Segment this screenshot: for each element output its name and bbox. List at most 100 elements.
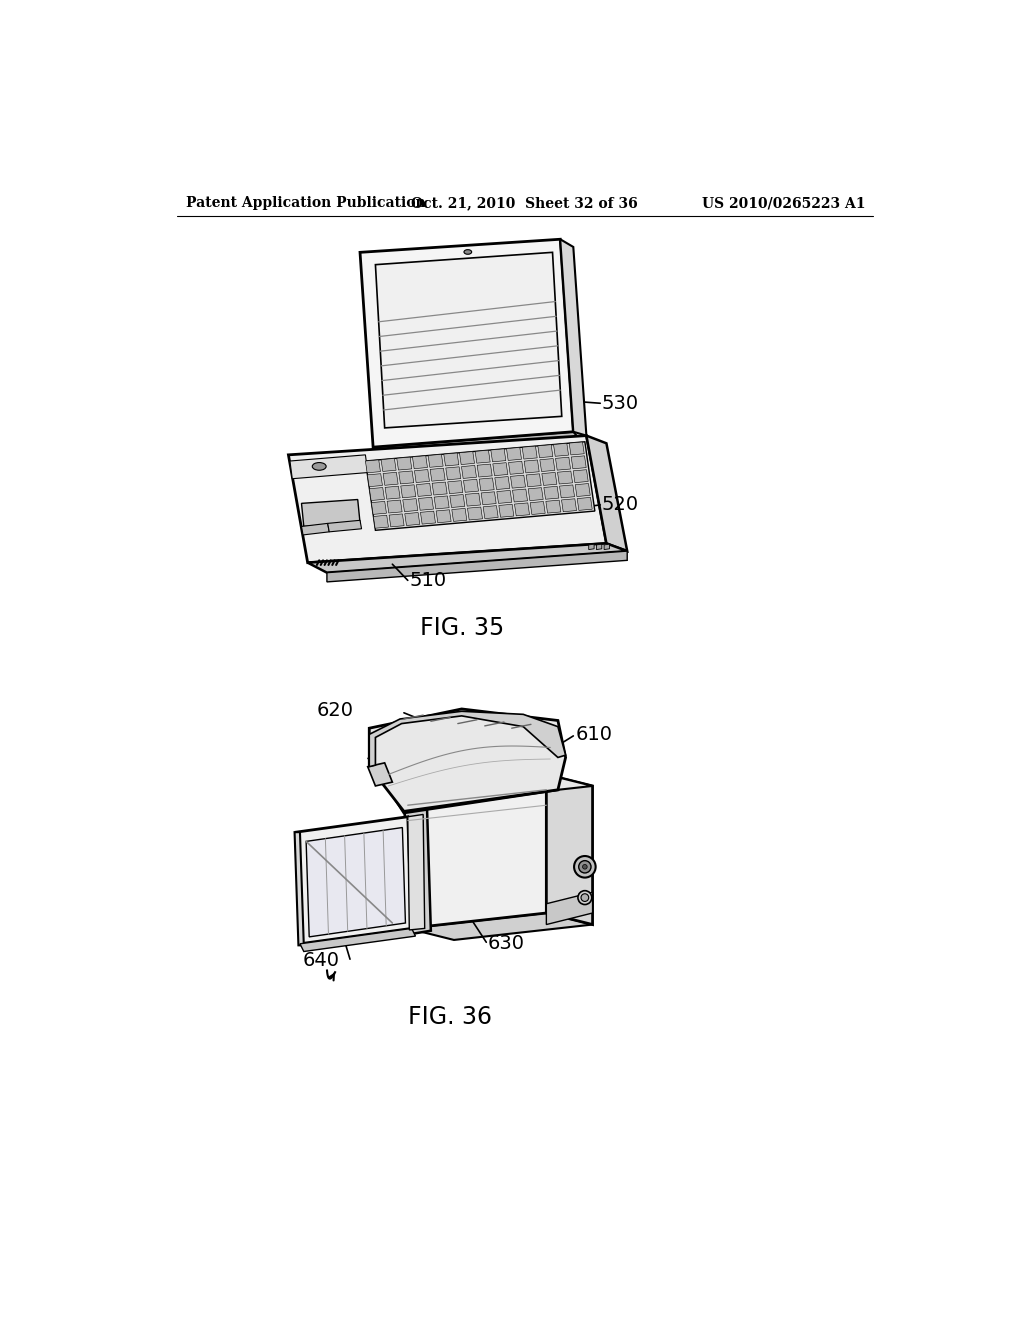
Text: 630: 630 (487, 935, 525, 953)
Polygon shape (413, 455, 427, 469)
Polygon shape (452, 508, 467, 521)
Polygon shape (374, 515, 388, 528)
Ellipse shape (579, 861, 591, 873)
Polygon shape (547, 892, 593, 924)
Polygon shape (301, 499, 360, 527)
Polygon shape (306, 828, 406, 937)
Polygon shape (514, 503, 529, 516)
Polygon shape (408, 775, 593, 801)
Text: Patent Application Publication: Patent Application Publication (186, 197, 426, 210)
Polygon shape (499, 504, 514, 517)
Text: FIG. 36: FIG. 36 (409, 1005, 493, 1030)
Polygon shape (366, 459, 381, 473)
Polygon shape (408, 775, 547, 928)
Polygon shape (296, 817, 412, 944)
Polygon shape (522, 446, 538, 459)
Polygon shape (561, 499, 577, 512)
Polygon shape (571, 455, 586, 469)
Polygon shape (483, 506, 498, 519)
Text: 610: 610 (575, 725, 612, 744)
Text: FIG. 35: FIG. 35 (420, 616, 504, 640)
Polygon shape (526, 474, 542, 487)
Polygon shape (555, 457, 570, 470)
Text: 510: 510 (410, 570, 446, 590)
Polygon shape (464, 479, 478, 492)
Polygon shape (366, 442, 595, 531)
Polygon shape (512, 488, 527, 502)
Polygon shape (307, 544, 628, 573)
Polygon shape (477, 465, 493, 477)
Polygon shape (419, 498, 433, 511)
Text: 620: 620 (316, 701, 354, 719)
Polygon shape (432, 482, 447, 495)
Polygon shape (370, 739, 558, 813)
Polygon shape (289, 436, 606, 562)
Polygon shape (370, 711, 565, 767)
Polygon shape (370, 487, 384, 500)
Polygon shape (300, 928, 416, 952)
Polygon shape (596, 544, 602, 549)
Polygon shape (604, 544, 609, 549)
Ellipse shape (574, 855, 596, 878)
Polygon shape (404, 808, 431, 935)
Text: US 2010/0265223 A1: US 2010/0265223 A1 (702, 197, 866, 210)
Polygon shape (327, 552, 628, 582)
Polygon shape (450, 495, 465, 507)
Polygon shape (381, 458, 396, 471)
Polygon shape (575, 483, 590, 496)
Polygon shape (385, 486, 400, 499)
Ellipse shape (581, 894, 589, 902)
Text: 520: 520 (602, 495, 639, 515)
Text: Oct. 21, 2010  Sheet 32 of 36: Oct. 21, 2010 Sheet 32 of 36 (412, 197, 638, 210)
Polygon shape (301, 524, 330, 535)
Polygon shape (404, 512, 420, 525)
Polygon shape (408, 814, 425, 929)
Polygon shape (370, 709, 565, 812)
Polygon shape (547, 775, 593, 924)
Polygon shape (460, 451, 474, 465)
Polygon shape (417, 483, 431, 496)
Polygon shape (376, 252, 562, 428)
Polygon shape (528, 487, 543, 500)
Polygon shape (589, 544, 594, 549)
Polygon shape (573, 470, 588, 483)
Polygon shape (396, 457, 412, 470)
Polygon shape (559, 484, 574, 498)
Polygon shape (443, 453, 459, 466)
Polygon shape (408, 913, 593, 940)
Polygon shape (290, 455, 368, 479)
Polygon shape (587, 436, 628, 552)
Polygon shape (511, 475, 525, 488)
Ellipse shape (312, 462, 326, 470)
Polygon shape (557, 471, 572, 484)
Polygon shape (400, 484, 416, 498)
Polygon shape (466, 494, 480, 506)
Polygon shape (373, 432, 587, 461)
Polygon shape (415, 470, 429, 483)
Polygon shape (524, 459, 540, 473)
Polygon shape (495, 477, 510, 490)
Polygon shape (436, 510, 452, 523)
Text: 640: 640 (303, 952, 340, 970)
Polygon shape (445, 467, 461, 479)
Polygon shape (546, 500, 561, 513)
Polygon shape (540, 458, 555, 471)
Polygon shape (542, 473, 557, 486)
Polygon shape (430, 469, 445, 482)
Text: 530: 530 (602, 393, 639, 413)
Polygon shape (428, 454, 443, 467)
Polygon shape (479, 478, 495, 491)
Polygon shape (421, 511, 435, 524)
Polygon shape (507, 447, 521, 461)
Polygon shape (368, 763, 392, 785)
Polygon shape (402, 499, 418, 512)
Polygon shape (368, 474, 382, 487)
Polygon shape (490, 449, 506, 462)
Ellipse shape (583, 865, 587, 869)
Polygon shape (560, 239, 587, 436)
Polygon shape (383, 473, 398, 486)
Polygon shape (360, 239, 573, 447)
Polygon shape (398, 471, 414, 484)
Polygon shape (328, 520, 361, 532)
Polygon shape (569, 442, 585, 455)
